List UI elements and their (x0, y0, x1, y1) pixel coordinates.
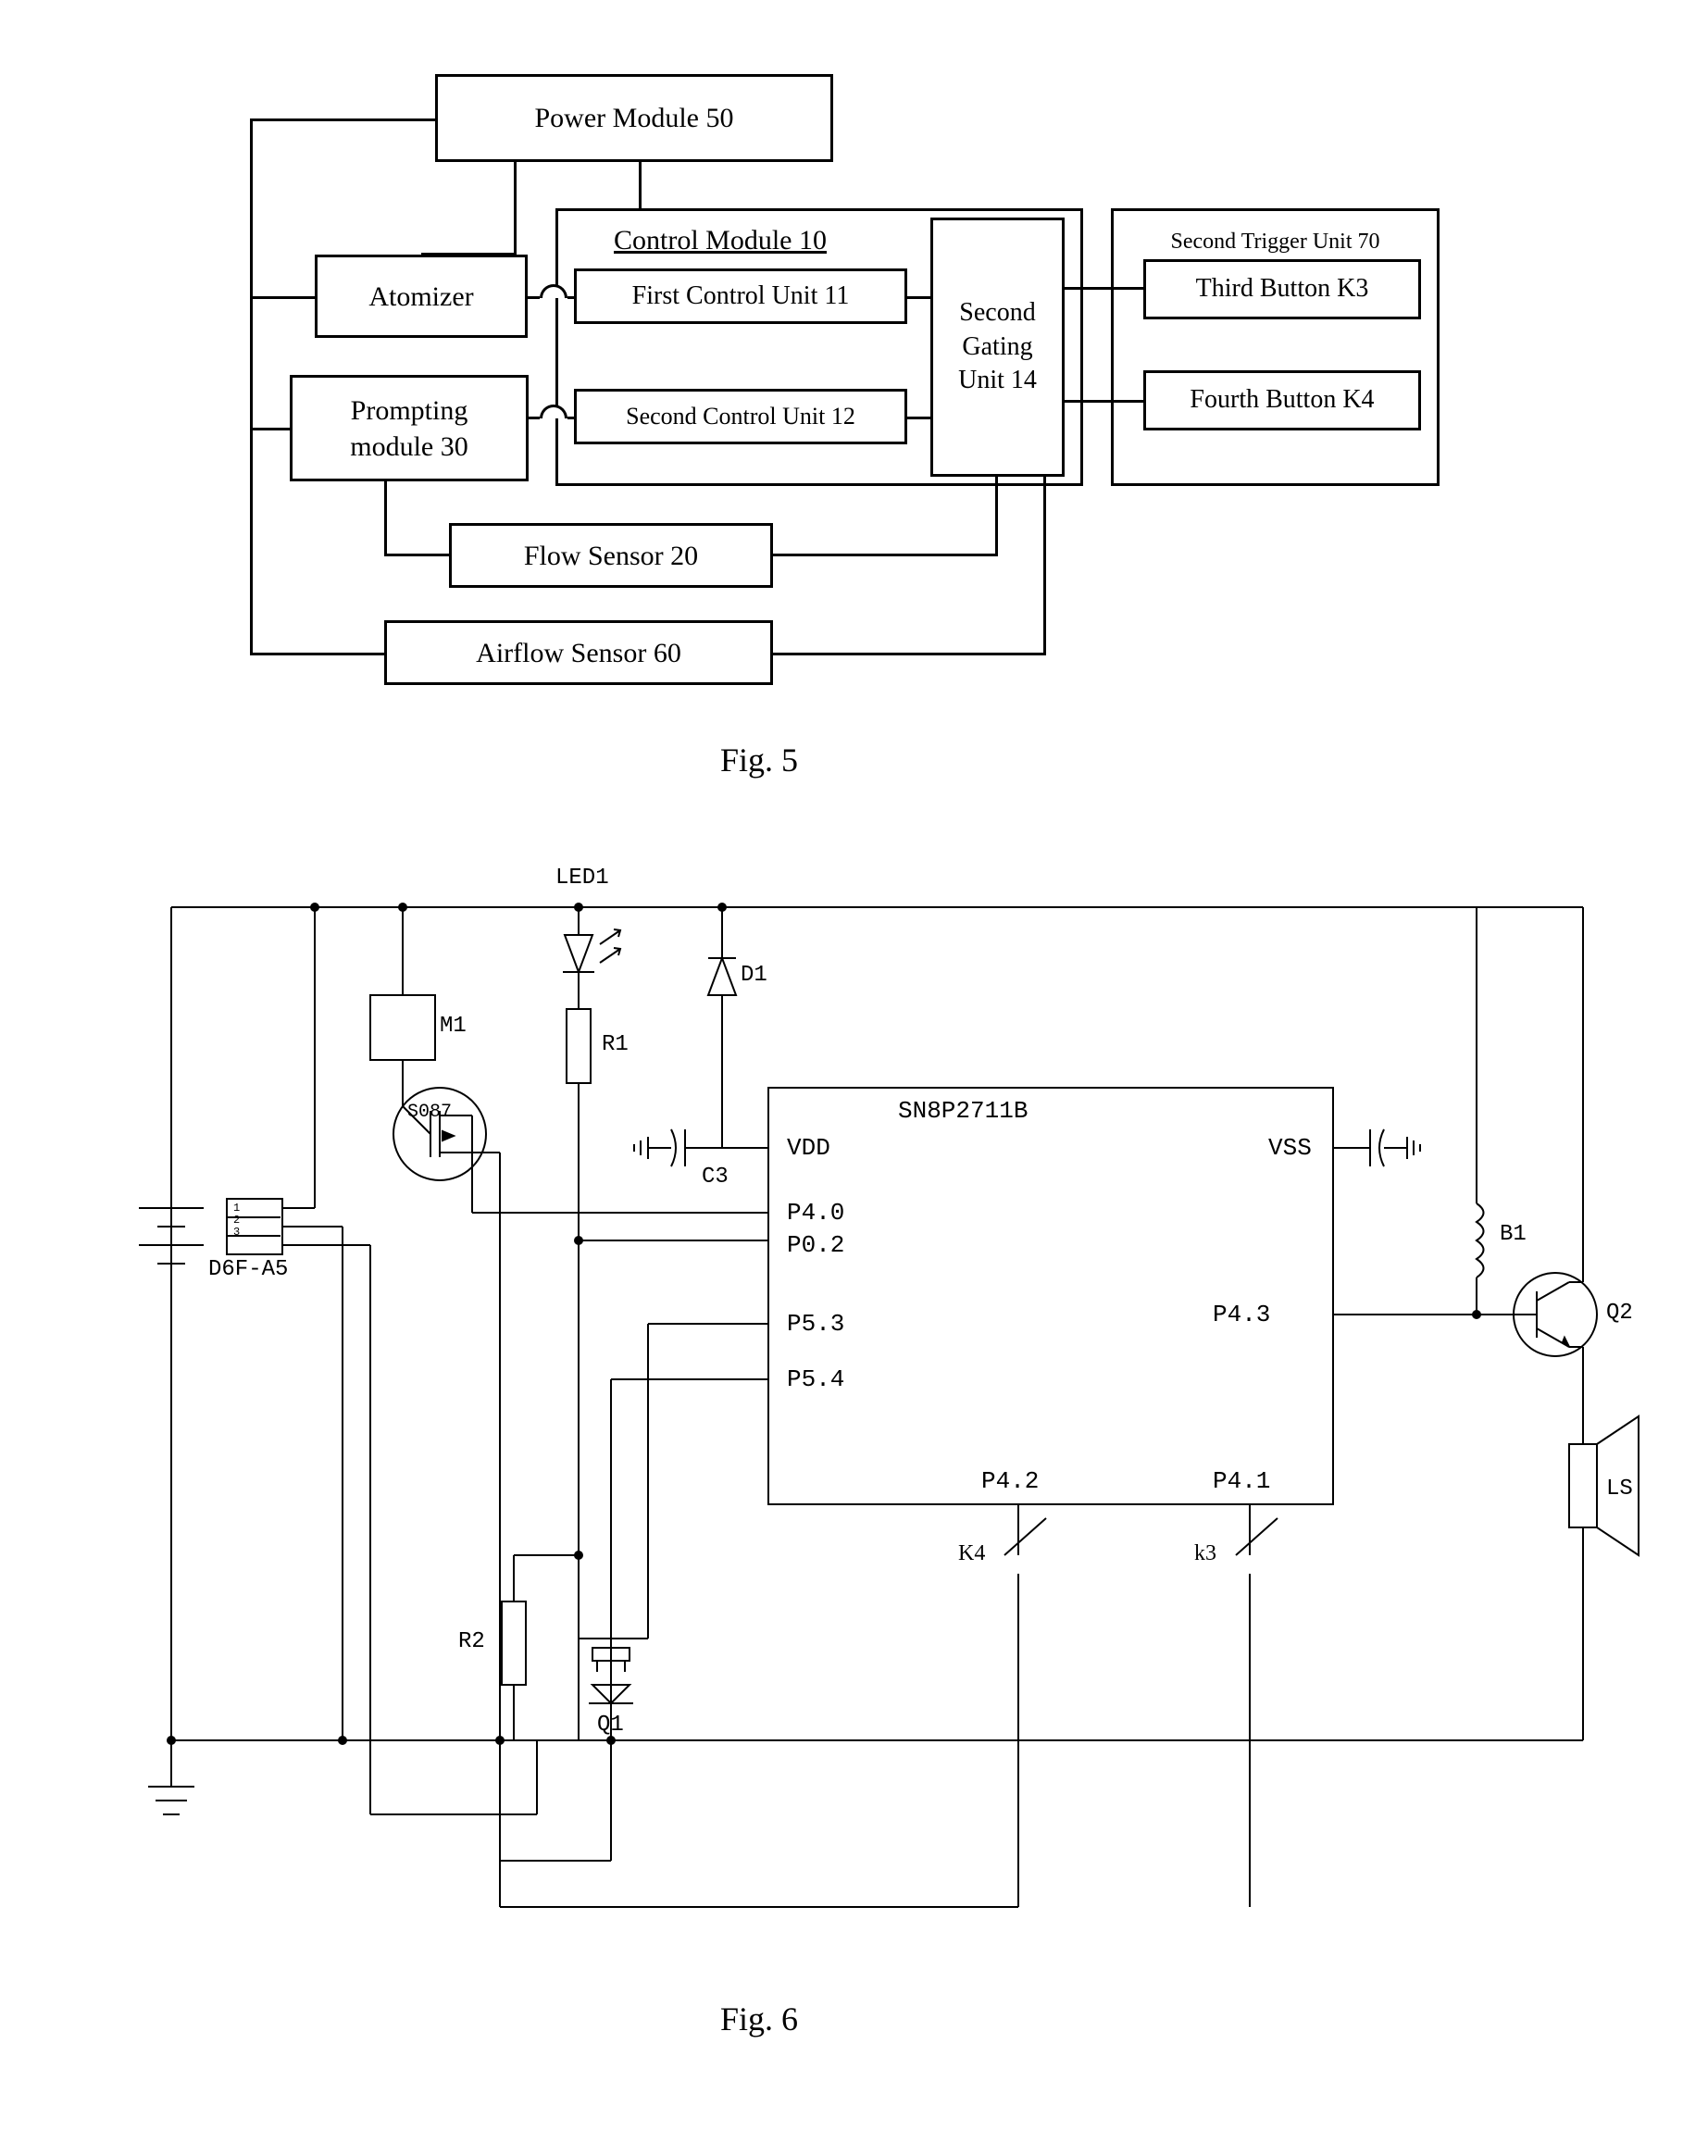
fig6-caption: Fig. 6 (667, 2000, 852, 2038)
r1-label: R1 (602, 1032, 629, 1057)
c3-label: C3 (702, 1165, 729, 1190)
k4-label: K4 (958, 1541, 985, 1566)
d6f-pins: 123 (233, 1203, 240, 1240)
s087-label: S087 (407, 1102, 452, 1123)
q2-label: Q2 (1606, 1301, 1633, 1326)
pin-p53: P5.3 (787, 1310, 844, 1338)
r2-label: R2 (458, 1629, 485, 1654)
ic-name-label: SN8P2711B (898, 1097, 1028, 1125)
pin-p02: P0.2 (787, 1231, 844, 1259)
pin-p54: P5.4 (787, 1365, 844, 1393)
pin-vdd: VDD (787, 1134, 830, 1162)
ls-label: LS (1606, 1477, 1633, 1502)
k3-label: k3 (1194, 1541, 1216, 1566)
led1-label: LED1 (555, 866, 609, 891)
pin-p43: P4.3 (1213, 1301, 1270, 1328)
fig6-wires (0, 0, 1708, 2156)
pin-p42: P4.2 (981, 1467, 1039, 1495)
b1-label: B1 (1500, 1222, 1527, 1247)
q1-label: Q1 (597, 1713, 624, 1738)
pin-p40: P4.0 (787, 1199, 844, 1227)
pin-vss: VSS (1268, 1134, 1312, 1162)
d6f-label: D6F-A5 (208, 1257, 288, 1282)
pin-p41: P4.1 (1213, 1467, 1270, 1495)
m1-label: M1 (440, 1014, 467, 1039)
d1-label: D1 (741, 963, 767, 988)
